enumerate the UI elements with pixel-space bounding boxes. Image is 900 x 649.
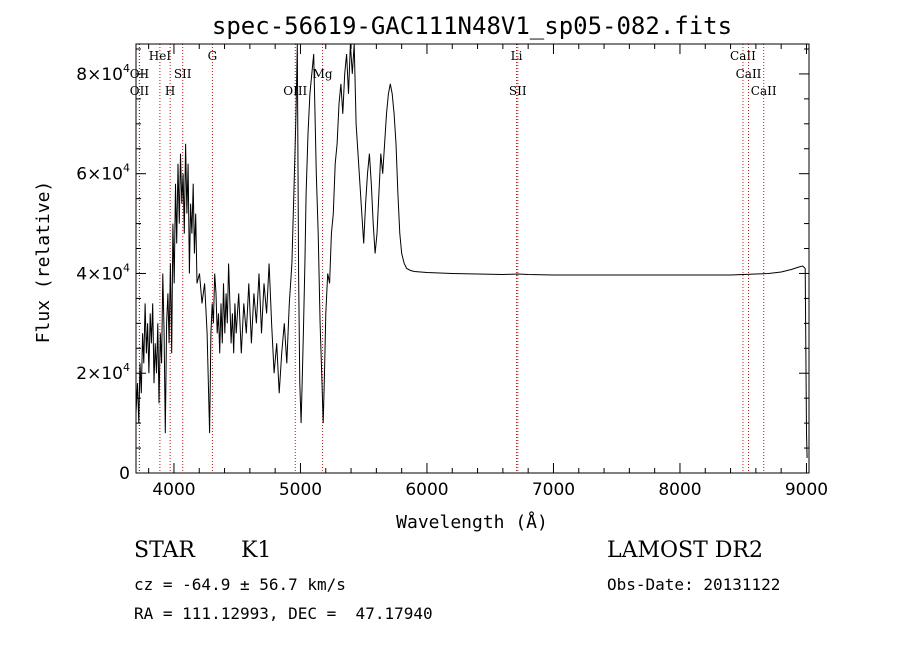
- y-tick-label: 2×104: [76, 361, 130, 384]
- y-tick-mantissa: 2×10: [76, 364, 123, 384]
- spectrum-series: [135, 43, 808, 459]
- line-label: Li: [511, 49, 523, 63]
- line-label: SII: [174, 67, 192, 81]
- line-label: CaII: [736, 67, 762, 81]
- line-label: OII: [130, 84, 150, 98]
- redshift-text: cz = -64.9 ± 56.7 km/s: [134, 575, 346, 594]
- line-label: CaII: [730, 49, 756, 63]
- y-tick-mantissa: 0: [119, 464, 130, 484]
- y-tick-exponent: 4: [123, 62, 130, 75]
- y-tick-exponent: 4: [123, 361, 130, 374]
- ticks: 4000 5000 6000 7000 8000 900002×1044×1046×104…: [76, 44, 828, 500]
- line-label: Mg: [313, 67, 333, 81]
- chart-title: spec-56619-GAC111N48V1_sp05-082.fits: [212, 12, 732, 40]
- line-label: SII: [509, 84, 527, 98]
- line-label: G: [208, 49, 218, 63]
- x-tick-label: 4000: [152, 480, 195, 500]
- x-tick-label: 5000: [279, 480, 322, 500]
- y-tick-label: 0: [119, 464, 130, 484]
- y-tick-label: 4×104: [76, 261, 130, 284]
- y-tick-label: 8×104: [76, 62, 130, 85]
- object-class: STAR: [134, 538, 195, 563]
- plot-frame: [135, 43, 810, 474]
- line-label: HeI: [149, 49, 172, 63]
- survey-label: LAMOST DR2: [607, 538, 763, 563]
- line-label: OIII: [283, 84, 307, 98]
- x-tick-label: 7000: [532, 480, 575, 500]
- x-tick-label: 8000: [658, 480, 701, 500]
- x-axis-label: Wavelength (Å): [396, 511, 548, 533]
- x-tick-label: 6000: [405, 480, 448, 500]
- spectrum-line: [135, 43, 808, 459]
- y-tick-mantissa: 8×10: [76, 65, 123, 85]
- y-tick-label: 6×104: [76, 162, 130, 185]
- y-tick-exponent: 4: [123, 162, 130, 175]
- coordinates-text: RA = 111.12993, DEC = 47.17940: [134, 604, 433, 623]
- y-tick-mantissa: 6×10: [76, 165, 123, 185]
- spectrum-chart: spec-56619-GAC111N48V1_sp05-082.fits Wav…: [33, 12, 828, 533]
- object-subclass: K1: [241, 538, 272, 563]
- obs-date-text: Obs-Date: 20131122: [607, 575, 781, 594]
- line-label: CaII: [751, 84, 777, 98]
- x-tick-label: 9000: [785, 480, 828, 500]
- y-tick-mantissa: 4×10: [76, 264, 123, 284]
- y-axis-label: Flux (relative): [33, 181, 54, 344]
- line-label: H: [165, 84, 175, 98]
- y-tick-exponent: 4: [123, 261, 130, 274]
- axes: [135, 43, 810, 474]
